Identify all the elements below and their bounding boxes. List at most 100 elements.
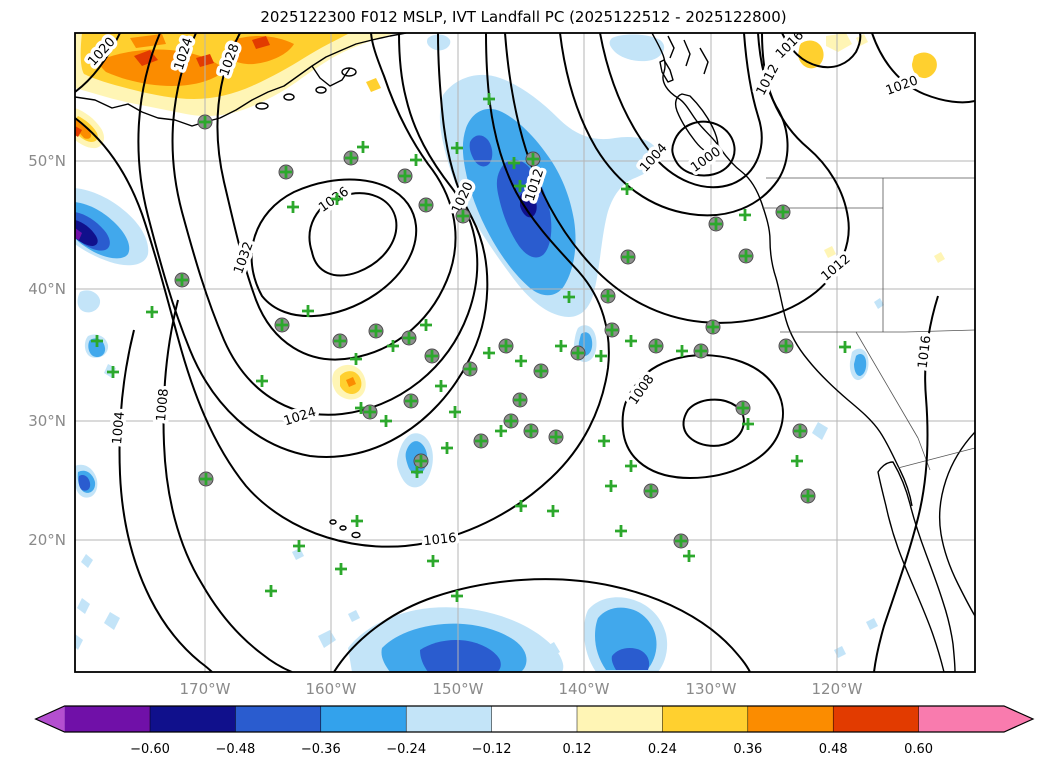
landfall-plus-marker [435, 380, 447, 392]
landfall-plus-marker [742, 418, 754, 430]
landfall-plus-marker [535, 365, 547, 377]
landfall-plus-marker [625, 335, 637, 347]
landfall-plus-marker [200, 473, 212, 485]
colorbar-segment [235, 706, 322, 732]
colorbar-tick-label: 0.36 [733, 742, 762, 757]
landfall-plus-marker [91, 335, 103, 347]
landfall-plus-marker [505, 415, 517, 427]
landfall-plus-marker [550, 431, 562, 443]
isobar-layer [75, 33, 975, 672]
colorbar-tick-label: −0.12 [472, 742, 512, 757]
isobar-label: 1016 [916, 335, 935, 370]
landfall-plus-marker [625, 460, 637, 472]
colorbar-segment [491, 706, 578, 732]
landfall-plus-marker [420, 199, 432, 211]
landfall-plus-marker [675, 535, 687, 547]
colorbar-outline [34, 705, 1035, 733]
shading-layer [75, 33, 945, 672]
landfall-plus-marker [563, 291, 575, 303]
isobar-label: 1016 [423, 531, 457, 549]
landfall-plus-marker [176, 274, 188, 286]
landfall-plus-marker [695, 345, 707, 357]
landfall-plus-marker [515, 355, 527, 367]
landfall-plus-marker [451, 590, 463, 602]
landfall-plus-marker [621, 183, 633, 195]
colorbar-tick-label: −0.60 [130, 742, 170, 757]
landfall-plus-marker [514, 394, 526, 406]
landfall-plus-marker [293, 540, 305, 552]
x-tick-label: 170°W [180, 680, 231, 698]
colorbar-tick-label: 0.12 [563, 742, 592, 757]
colorbar-segment [833, 706, 920, 732]
y-tick-label: 40°N [28, 280, 66, 298]
landfall-plus-marker [199, 116, 211, 128]
landfall-plus-marker [426, 350, 438, 362]
landfall-plus-marker [483, 347, 495, 359]
isobar-label: 1012 [819, 252, 854, 285]
landfall-plus-marker [302, 305, 314, 317]
landfall-plus-marker [740, 250, 752, 262]
y-tick-label: 30°N [28, 412, 66, 430]
colorbar-segment [918, 706, 1005, 732]
isobar-label: 1024 [282, 405, 318, 429]
x-tick-label: 140°W [559, 680, 610, 698]
landfall-plus-marker [572, 347, 584, 359]
landfall-plus-marker [451, 142, 463, 154]
landfall-plus-marker [527, 153, 539, 165]
y-tick-label: 50°N [28, 152, 66, 170]
colorbar-segment [662, 706, 749, 732]
isobar-label: 1008 [154, 388, 172, 422]
colorbar-tick-label: 0.60 [904, 742, 933, 757]
landfall-plus-marker [351, 515, 363, 527]
landfall-plus-marker [256, 375, 268, 387]
x-tick-label: 130°W [686, 680, 737, 698]
landfall-plus-marker [457, 210, 469, 222]
landfall-plus-marker [403, 332, 415, 344]
isobar-label: 1020 [884, 73, 920, 98]
landfall-plus-marker [676, 345, 688, 357]
colorbar-tick-label: −0.48 [215, 742, 255, 757]
landfall-plus-marker [606, 324, 618, 336]
landfall-plus-marker [265, 585, 277, 597]
x-tick-label: 160°W [306, 680, 357, 698]
landfall-plus-marker [495, 425, 507, 437]
landfall-plus-marker [334, 335, 346, 347]
landfall-plus-marker [280, 166, 292, 178]
landfall-plus-marker [622, 251, 634, 263]
landfall-plus-marker [737, 402, 749, 414]
landfall-plus-marker [415, 455, 427, 467]
landfall-plus-marker [405, 395, 417, 407]
isobar-label: 1000 [688, 144, 724, 175]
landfall-plus-marker [739, 209, 751, 221]
landfall-plus-marker [707, 321, 719, 333]
colorbar-segment [577, 706, 663, 732]
coastline-layer [75, 33, 975, 672]
landfall-plus-marker [287, 201, 299, 213]
isobar-label: 1012 [754, 62, 783, 98]
isobar-label: 1004 [110, 411, 128, 445]
state-borders-layer [762, 177, 975, 471]
landfall-plus-marker [427, 555, 439, 567]
landfall-plus-marker [514, 180, 526, 192]
landfall-plus-marker [335, 563, 347, 575]
landfall-plus-marker [107, 366, 119, 378]
landfall-plus-marker [276, 319, 288, 331]
landfall-plus-marker [777, 206, 789, 218]
colorbar: −0.60 −0.48 −0.36 −0.24 −0.12 0.12 0.24 0.36 0.4… [34, 705, 1035, 757]
landfall-plus-marker [645, 485, 657, 497]
landfall-plus-marker [515, 500, 527, 512]
colorbar-tick-label: −0.36 [301, 742, 341, 757]
landfall-plus-marker [441, 442, 453, 454]
landfall-plus-marker [464, 363, 476, 375]
landfall-plus-marker [605, 480, 617, 492]
axis-tick-labels: 170°W 160°W 150°W 140°W 130°W 120°W 50°N 40°N 30… [28, 152, 862, 698]
colorbar-tick-label: 0.48 [819, 742, 848, 757]
landfall-plus-marker [364, 406, 376, 418]
landfall-plus-marker [525, 425, 537, 437]
landfall-plus-marker [357, 141, 369, 153]
colorbar-tick-label: 0.24 [648, 742, 677, 757]
landfall-plus-marker [420, 319, 432, 331]
landfall-plus-marker [387, 340, 399, 352]
